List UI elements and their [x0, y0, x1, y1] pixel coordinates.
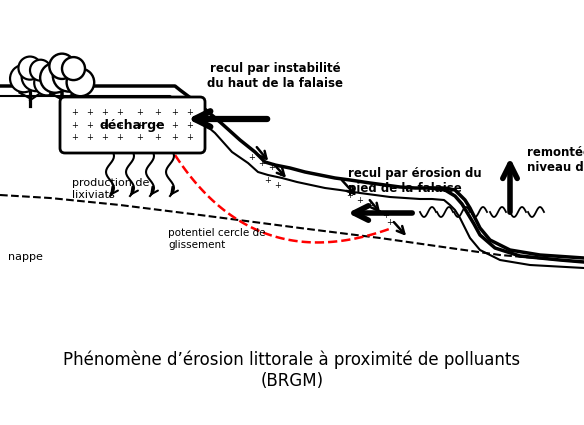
Text: +: +: [357, 196, 363, 204]
Text: +: +: [186, 121, 193, 130]
Text: +: +: [265, 176, 272, 184]
Text: production de
lixiviats: production de lixiviats: [72, 178, 150, 200]
Text: +: +: [274, 181, 281, 190]
Circle shape: [22, 62, 51, 91]
Text: +: +: [186, 133, 193, 142]
Text: +: +: [117, 108, 123, 116]
Text: Phénomène d’érosion littorale à proximité de polluants
(BRGM): Phénomène d’érosion littorale à proximit…: [64, 350, 520, 390]
Text: +: +: [277, 168, 283, 178]
Text: +: +: [155, 121, 161, 130]
Text: +: +: [346, 190, 353, 199]
Text: +: +: [72, 121, 78, 130]
Text: recul par instabilité
du haut de la falaise: recul par instabilité du haut de la fala…: [207, 62, 343, 90]
Text: +: +: [102, 133, 109, 142]
Text: +: +: [249, 153, 255, 162]
Text: +: +: [102, 108, 109, 116]
Text: +: +: [383, 210, 390, 219]
Text: nappe: nappe: [8, 252, 43, 262]
Text: +: +: [102, 121, 109, 130]
Text: +: +: [172, 133, 179, 142]
Circle shape: [40, 63, 70, 93]
Circle shape: [30, 60, 51, 81]
Text: +: +: [172, 121, 179, 130]
Text: +: +: [155, 108, 161, 116]
FancyBboxPatch shape: [60, 97, 205, 153]
Circle shape: [10, 65, 37, 92]
Text: +: +: [137, 121, 144, 130]
Text: +: +: [86, 108, 93, 116]
Text: +: +: [72, 133, 78, 142]
Text: potentiel cercle de
glissement: potentiel cercle de glissement: [168, 228, 266, 249]
Text: remontée du
niveau de la mer: remontée du niveau de la mer: [527, 146, 584, 174]
Text: +: +: [172, 108, 179, 116]
Text: +: +: [86, 121, 93, 130]
Text: +: +: [72, 108, 78, 116]
Text: +: +: [387, 218, 394, 227]
Text: +: +: [269, 164, 276, 173]
Text: +: +: [155, 133, 161, 142]
Circle shape: [34, 70, 60, 95]
Text: +: +: [367, 201, 373, 210]
Circle shape: [53, 60, 85, 92]
Text: décharge: décharge: [99, 119, 165, 131]
Circle shape: [19, 57, 41, 79]
Circle shape: [62, 57, 85, 80]
Text: +: +: [259, 159, 266, 167]
Text: +: +: [186, 108, 193, 116]
Text: +: +: [117, 121, 123, 130]
Text: recul par érosion du
pied de la falaise: recul par érosion du pied de la falaise: [348, 167, 482, 195]
Circle shape: [50, 54, 75, 79]
Text: +: +: [117, 133, 123, 142]
Text: +: +: [137, 108, 144, 116]
Text: +: +: [86, 133, 93, 142]
Circle shape: [67, 68, 94, 96]
Text: +: +: [374, 206, 381, 215]
Text: +: +: [137, 133, 144, 142]
